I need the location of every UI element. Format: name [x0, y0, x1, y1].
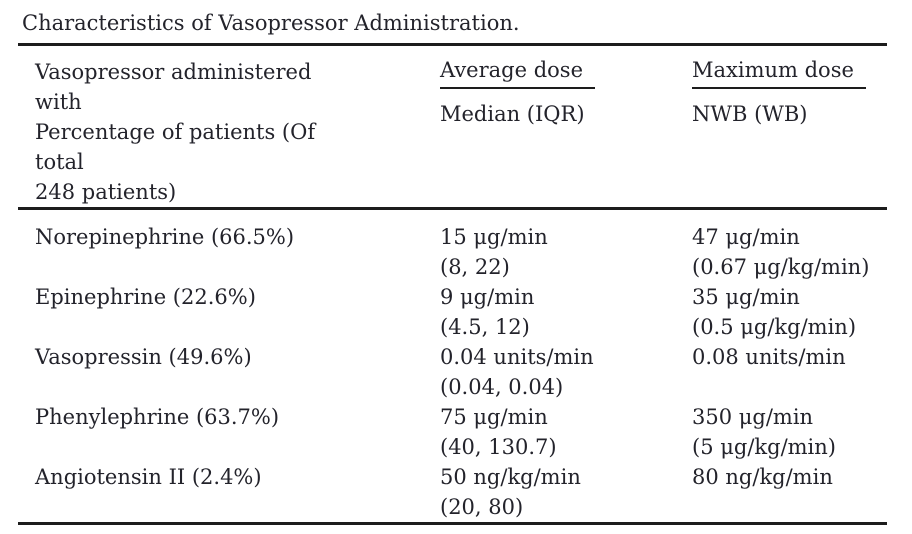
average-dose-cell: 15 μg/min (8, 22) — [440, 222, 692, 282]
maximum-dose-cell: 47 μg/min (0.67 μg/kg/min) — [692, 222, 887, 282]
table-row: Epinephrine (22.6%) 9 μg/min (4.5, 12) 3… — [18, 282, 887, 342]
header-col-maximum-dose: Maximum dose NWB (WB) — [692, 57, 887, 207]
dose-value: 80 ng/kg/min — [692, 465, 833, 489]
header-line: Percentage of patients (Of — [35, 120, 316, 144]
header-col-average-dose: Average dose Median (IQR) — [440, 57, 692, 207]
average-dose-cell: 75 μg/min (40, 130.7) — [440, 402, 692, 462]
table-row: Norepinephrine (66.5%) 15 μg/min (8, 22)… — [18, 222, 887, 282]
dose-iqr: (40, 130.7) — [440, 435, 557, 459]
dose-value: 75 μg/min — [440, 405, 548, 429]
header-line: Vasopressor administered — [35, 60, 312, 84]
maximum-dose-group-header: Maximum dose — [692, 57, 866, 89]
dose-weight-based: (0.5 μg/kg/min) — [692, 315, 857, 339]
header-line: with — [35, 90, 82, 114]
drug-name: Phenylephrine (63.7%) — [35, 405, 280, 429]
average-dose-cell: 0.04 units/min (0.04, 0.04) — [440, 342, 692, 402]
average-dose-cell: 50 ng/kg/min (20, 80) — [440, 462, 692, 522]
dose-iqr: (8, 22) — [440, 255, 510, 279]
maximum-dose-cell: 80 ng/kg/min — [692, 462, 887, 522]
drug-name: Angiotensin II (2.4%) — [35, 465, 262, 489]
table-row: Phenylephrine (63.7%) 75 μg/min (40, 130… — [18, 402, 887, 462]
average-dose-group-header: Average dose — [440, 57, 595, 89]
dose-value: 0.04 units/min — [440, 345, 594, 369]
dose-value: 50 ng/kg/min — [440, 465, 581, 489]
table-top-rule — [18, 43, 887, 46]
dose-iqr: (20, 80) — [440, 495, 524, 519]
dose-iqr: (0.04, 0.04) — [440, 375, 564, 399]
header-line: total — [35, 150, 84, 174]
dose-value: 15 μg/min — [440, 225, 548, 249]
dose-weight-based: (5 μg/kg/min) — [692, 435, 836, 459]
maximum-dose-cell: 0.08 units/min — [692, 342, 887, 402]
table-row: Angiotensin II (2.4%) 50 ng/kg/min (20, … — [18, 462, 887, 522]
dose-value: 350 μg/min — [692, 405, 814, 429]
average-dose-cell: 9 μg/min (4.5, 12) — [440, 282, 692, 342]
dose-iqr: (4.5, 12) — [440, 315, 530, 339]
maximum-dose-sub-header: NWB (WB) — [692, 102, 808, 126]
average-dose-sub-header: Median (IQR) — [440, 102, 585, 126]
dose-value: 35 μg/min — [692, 285, 800, 309]
dose-value: 0.08 units/min — [692, 345, 846, 369]
drug-name: Vasopressin (49.6%) — [35, 345, 252, 369]
header-line: 248 patients) — [35, 180, 177, 204]
maximum-dose-cell: 350 μg/min (5 μg/kg/min) — [692, 402, 887, 462]
vasopressor-table: Vasopressor administered with Percentage… — [18, 43, 887, 525]
dose-value: 9 μg/min — [440, 285, 535, 309]
dose-value: 47 μg/min — [692, 225, 800, 249]
table-bottom-rule — [18, 522, 887, 525]
header-col-vasopressor: Vasopressor administered with Percentage… — [18, 57, 440, 207]
dose-weight-based: (0.67 μg/kg/min) — [692, 255, 870, 279]
table-header: Vasopressor administered with Percentage… — [18, 57, 887, 207]
maximum-dose-cell: 35 μg/min (0.5 μg/kg/min) — [692, 282, 887, 342]
table-caption: Characteristics of Vasopressor Administr… — [22, 11, 520, 35]
table-row: Vasopressin (49.6%) 0.04 units/min (0.04… — [18, 342, 887, 402]
drug-name: Epinephrine (22.6%) — [35, 285, 256, 309]
table-mid-rule — [18, 207, 887, 210]
table-body: Norepinephrine (66.5%) 15 μg/min (8, 22)… — [18, 210, 887, 522]
drug-name: Norepinephrine (66.5%) — [35, 225, 295, 249]
